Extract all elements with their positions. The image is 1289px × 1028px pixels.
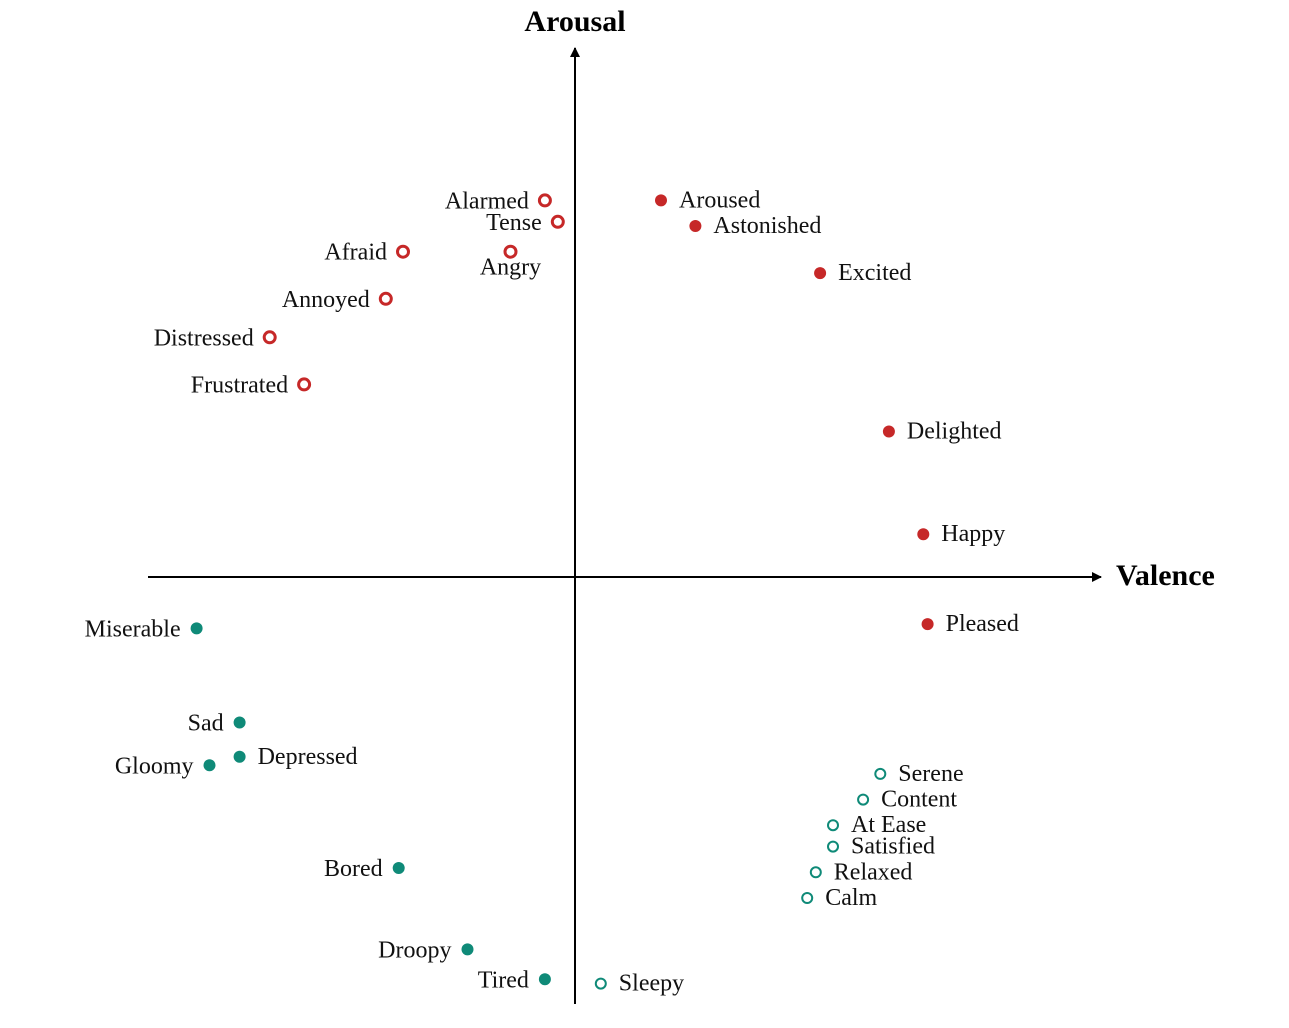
point-label-frustrated: Frustrated: [191, 372, 288, 398]
point-marker-content: [857, 793, 870, 806]
point-marker-sad: [233, 716, 246, 729]
y-axis-title: Arousal: [524, 5, 625, 38]
point-label-astonished: Astonished: [713, 213, 821, 239]
point-label-excited: Excited: [838, 260, 911, 286]
point-label-aroused: Aroused: [679, 187, 760, 213]
point-label-pleased: Pleased: [946, 611, 1019, 637]
point-label-relaxed: Relaxed: [834, 859, 913, 885]
point-marker-annoyed: [378, 291, 393, 306]
point-label-angry: Angry: [480, 255, 541, 281]
point-label-bored: Bored: [324, 856, 383, 882]
point-label-content: Content: [881, 787, 957, 813]
point-marker-bored: [392, 862, 405, 874]
point-marker-gloomy: [203, 759, 216, 772]
point-label-tense: Tense: [486, 210, 542, 236]
point-marker-droopy: [461, 943, 474, 956]
point-marker-relaxed: [809, 866, 822, 879]
x-axis-title: Valence: [1116, 559, 1215, 592]
point-label-delighted: Delighted: [907, 419, 1002, 445]
point-marker-happy: [917, 528, 930, 541]
point-marker-sleepy: [594, 977, 607, 990]
point-marker-satisfied: [827, 840, 839, 853]
point-marker-distressed: [262, 330, 277, 345]
point-marker-serene: [874, 767, 887, 780]
point-marker-angry: [503, 244, 518, 259]
point-label-gloomy: Gloomy: [115, 753, 194, 779]
point-marker-tense: [550, 214, 565, 229]
point-label-droopy: Droopy: [378, 937, 451, 963]
point-marker-alarmed: [537, 193, 552, 208]
point-marker-depressed: [233, 750, 246, 763]
point-label-serene: Serene: [898, 761, 963, 787]
point-marker-calm: [801, 892, 814, 904]
point-label-sad: Sad: [188, 711, 224, 737]
point-label-annoyed: Annoyed: [282, 287, 370, 313]
point-marker-delighted: [882, 425, 895, 438]
point-marker-aroused: [655, 194, 667, 207]
point-label-satisfied: Satisfied: [851, 834, 935, 860]
point-label-distressed: Distressed: [154, 325, 254, 351]
point-label-at-ease: At Ease: [851, 812, 926, 838]
point-label-sleepy: Sleepy: [619, 971, 684, 997]
point-marker-tired: [538, 973, 551, 986]
point-label-depressed: Depressed: [258, 744, 358, 770]
point-label-miserable: Miserable: [85, 616, 181, 642]
point-label-happy: Happy: [941, 521, 1005, 547]
point-marker-afraid: [396, 244, 410, 259]
point-marker-astonished: [689, 220, 702, 232]
point-marker-frustrated: [297, 377, 312, 392]
point-label-afraid: Afraid: [324, 240, 387, 266]
point-label-calm: Calm: [825, 885, 877, 911]
point-marker-at-ease: [827, 819, 839, 832]
point-marker-excited: [814, 267, 827, 280]
point-marker-pleased: [921, 618, 934, 631]
point-label-alarmed: Alarmed: [445, 188, 529, 214]
point-label-tired: Tired: [478, 967, 529, 993]
point-marker-miserable: [190, 622, 203, 635]
